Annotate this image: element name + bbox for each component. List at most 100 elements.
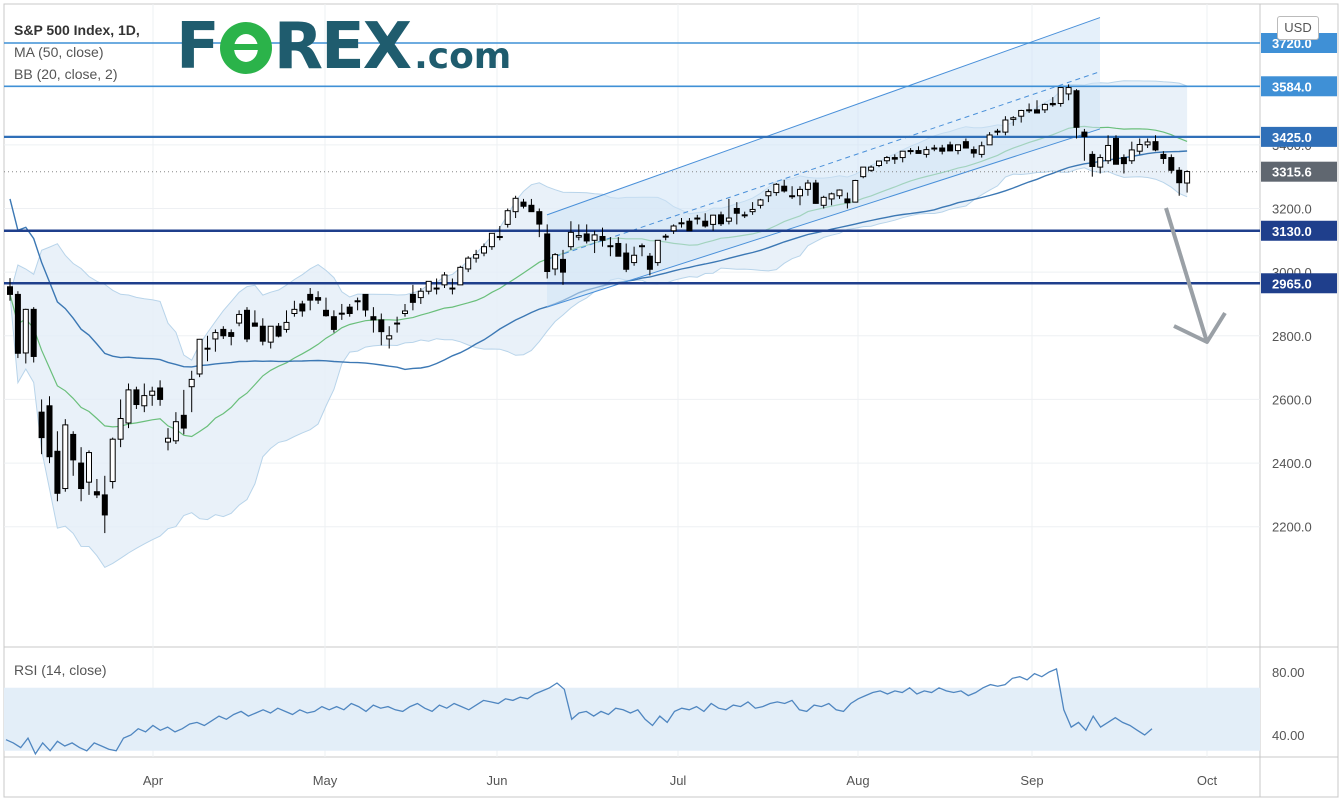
candle-body[interactable]: [741, 214, 748, 217]
candle-body[interactable]: [876, 160, 882, 167]
candle-body[interactable]: [22, 308, 29, 354]
candle-body[interactable]: [678, 222, 685, 225]
candle-body[interactable]: [931, 147, 938, 150]
candle-body[interactable]: [78, 462, 85, 490]
candle-body[interactable]: [457, 266, 464, 286]
candle-body[interactable]: [552, 254, 559, 270]
candle-body[interactable]: [575, 235, 582, 238]
candle-body[interactable]: [757, 199, 764, 206]
candle-body[interactable]: [654, 239, 661, 264]
candle-body[interactable]: [631, 254, 638, 264]
candle-body[interactable]: [354, 300, 361, 303]
candle-body[interactable]: [481, 246, 487, 254]
candle-body[interactable]: [172, 421, 179, 442]
candle-body[interactable]: [694, 217, 701, 220]
candle-body[interactable]: [646, 255, 653, 270]
candle-body[interactable]: [7, 286, 13, 295]
candle-body[interactable]: [733, 207, 740, 214]
channel-lower-line[interactable]: [546, 128, 1101, 308]
candle-body[interactable]: [30, 308, 37, 357]
candle-body[interactable]: [1168, 157, 1175, 171]
candle-body[interactable]: [599, 235, 606, 241]
candle-body[interactable]: [789, 195, 796, 198]
candle-body[interactable]: [536, 211, 543, 225]
candle-body[interactable]: [433, 287, 440, 290]
candle-body[interactable]: [670, 225, 677, 232]
candle-body[interactable]: [504, 210, 511, 225]
candle-body[interactable]: [109, 438, 116, 483]
candle-body[interactable]: [251, 322, 258, 327]
candle-body[interactable]: [591, 234, 598, 241]
candle-body[interactable]: [947, 144, 954, 152]
candle-body[interactable]: [449, 287, 456, 290]
candle-body[interactable]: [394, 322, 401, 325]
candle-body[interactable]: [955, 144, 961, 152]
candle-body[interactable]: [662, 235, 669, 238]
candle-body[interactable]: [275, 325, 282, 337]
candle-body[interactable]: [710, 214, 717, 225]
candle-body[interactable]: [157, 387, 164, 400]
candle-body[interactable]: [962, 141, 969, 149]
candle-body[interactable]: [54, 450, 61, 494]
candle-body[interactable]: [307, 293, 314, 301]
candle-body[interactable]: [196, 338, 203, 375]
candle-body[interactable]: [907, 150, 914, 153]
candle-body[interactable]: [718, 214, 724, 225]
candle-body[interactable]: [378, 319, 385, 333]
candle-body[interactable]: [220, 328, 227, 337]
candle-body[interactable]: [868, 166, 875, 171]
candle-body[interactable]: [1113, 137, 1119, 165]
candle-body[interactable]: [38, 411, 45, 439]
candle-body[interactable]: [1105, 144, 1112, 162]
bb-legend[interactable]: BB (20, close, 2): [14, 66, 118, 82]
candle-body[interactable]: [970, 149, 977, 154]
candle-body[interactable]: [149, 390, 156, 396]
candle-body[interactable]: [362, 293, 369, 311]
candle-body[interactable]: [315, 297, 322, 301]
candle-body[interactable]: [797, 188, 803, 197]
candle-body[interactable]: [188, 378, 195, 388]
candle-body[interactable]: [180, 414, 187, 429]
candle-body[interactable]: [899, 150, 906, 159]
ma-legend[interactable]: MA (50, close): [14, 44, 104, 60]
candle-body[interactable]: [891, 157, 898, 160]
candle-body[interactable]: [1026, 109, 1033, 112]
candle-body[interactable]: [544, 233, 551, 272]
candle-body[interactable]: [923, 149, 930, 155]
candle-body[interactable]: [125, 389, 132, 424]
candle-body[interactable]: [1160, 153, 1167, 160]
candle-body[interactable]: [939, 147, 946, 152]
candle-body[interactable]: [14, 293, 21, 354]
candle-body[interactable]: [567, 231, 574, 248]
candle-body[interactable]: [1144, 141, 1151, 146]
candle-body[interactable]: [994, 130, 1001, 133]
candle-body[interactable]: [820, 196, 827, 206]
candle-body[interactable]: [1057, 87, 1064, 104]
candle-body[interactable]: [512, 197, 519, 213]
candle-body[interactable]: [267, 325, 274, 343]
candle-body[interactable]: [117, 418, 124, 440]
candle-body[interactable]: [323, 309, 329, 317]
candle-body[interactable]: [496, 235, 503, 238]
candle-body[interactable]: [291, 308, 298, 315]
candle-body[interactable]: [836, 189, 843, 197]
candle-body[interactable]: [828, 193, 835, 200]
candle-body[interactable]: [615, 242, 622, 257]
candle-body[interactable]: [725, 217, 732, 222]
candle-body[interactable]: [488, 232, 495, 248]
candle-body[interactable]: [386, 335, 393, 340]
candle-body[interactable]: [133, 389, 140, 406]
candle-body[interactable]: [228, 332, 235, 337]
candle-body[interactable]: [804, 182, 811, 190]
candle-body[interactable]: [236, 313, 243, 324]
candle-body[interactable]: [338, 312, 345, 315]
channel-mid-line[interactable]: [546, 71, 1101, 260]
candle-body[interactable]: [101, 494, 108, 516]
candle-body[interactable]: [852, 179, 859, 203]
candle-body[interactable]: [686, 220, 693, 232]
candle-body[interactable]: [1065, 87, 1072, 95]
candle-body[interactable]: [330, 316, 337, 330]
candle-body[interactable]: [623, 252, 630, 270]
candle-body[interactable]: [1176, 169, 1183, 184]
candle-body[interactable]: [283, 321, 290, 330]
